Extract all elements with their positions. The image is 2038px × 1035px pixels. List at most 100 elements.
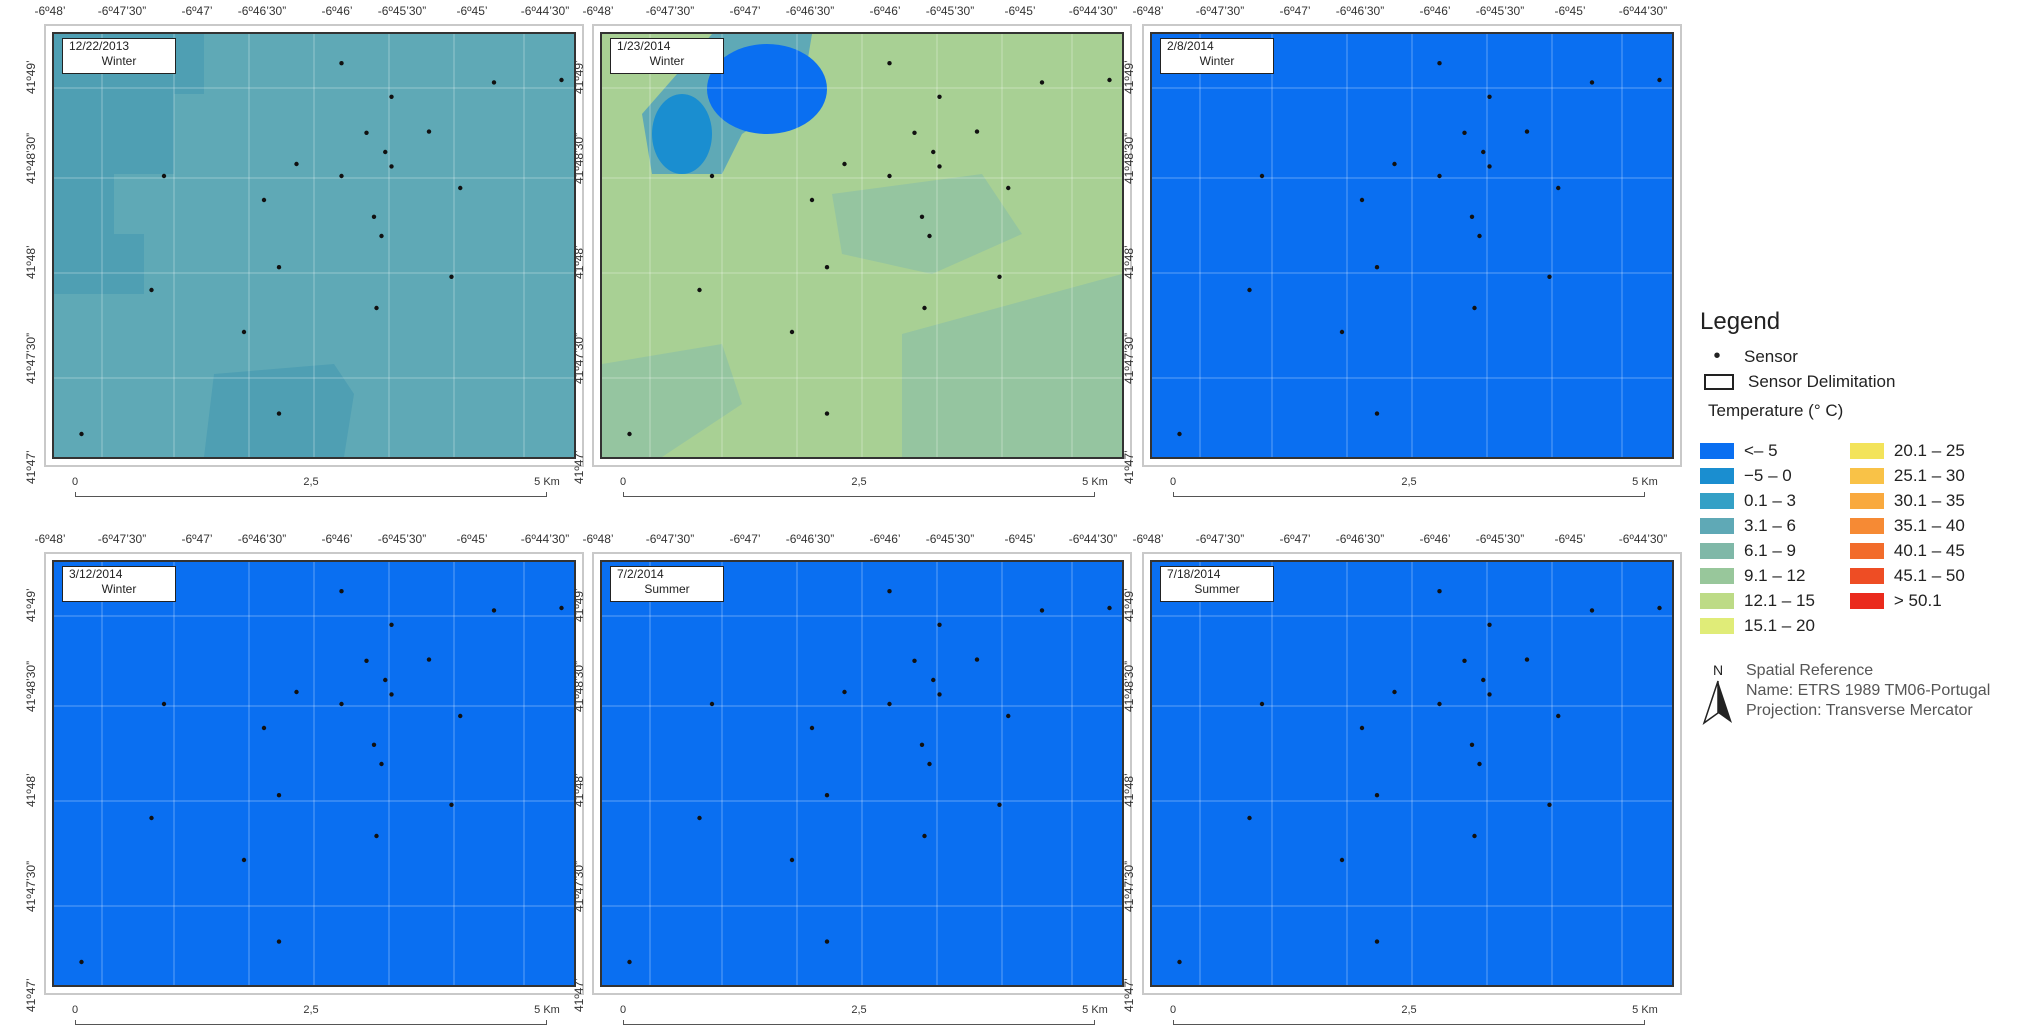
sensor-point [919,742,925,747]
temperature-map: 7/18/2014 Summer [1150,560,1674,987]
color-swatch [1849,542,1884,559]
longitude-tick-label: -6º46’30” [237,532,287,546]
sensor-point [161,173,167,179]
temperature-fill [602,562,1122,985]
sensor-point [79,431,84,437]
scale-label: 0 [1169,476,1177,488]
legend-class-row: 15.1 – 20 [1700,613,1815,638]
color-swatch [1700,617,1734,634]
longitude-axis: -6º48’ -6º47’30” -6º47’ -6º46’30” -6º46’ -6º4… [580,528,1135,552]
scale-bar: 0 2,5 5 Km [1169,470,1658,504]
sensor-point [937,692,942,697]
sensor-point [937,94,942,99]
scale-label: 5 Km [534,1004,560,1016]
legend: Legend • Sensor Sensor Delimitation Temp… [1700,308,2030,758]
longitude-tick-label: -6º45’30” [377,532,427,546]
scale-bar-line [1173,492,1645,497]
sensor-point [379,761,384,767]
sensor-point [1006,185,1011,191]
longitude-tick-label: -6º47’ [1279,532,1311,546]
sensor-point [458,185,463,191]
latitude-tick-label: 41º47’ [572,978,586,1012]
color-swatch [1700,567,1734,584]
legend-class-row: −5 – 0 [1700,463,1815,488]
longitude-tick-label: -6º48’ [34,4,66,18]
sensor-point [824,939,830,944]
legend-delimitation: Sensor Delimitation [1700,369,2030,394]
sensor-point [374,833,379,839]
legend-sensor: • Sensor [1700,344,2030,369]
sensor-point [1374,939,1380,944]
sensor-point [383,677,388,683]
latitude-tick-label: 41º47’30” [24,860,38,912]
color-swatch [1849,467,1884,484]
latitude-axis: 41º49’ 41º48’30” 41º48’ 41º47’30” 41º47’ [1122,24,1142,484]
longitude-tick-label: -6º48’ [582,532,614,546]
latitude-tick-label: 41º47’30” [1122,860,1136,912]
sensor-point [1469,742,1475,747]
latitude-tick-label: 41º48’ [572,773,586,807]
sensor-point [1547,802,1552,807]
longitude-tick-label: -6º45’ [1004,532,1036,546]
sensor-point [1359,725,1365,731]
longitude-tick-label: -6º45’ [456,4,488,18]
date-text: 1/23/2014 [617,39,671,53]
map-panel: -6º48’ -6º47’30” -6º47’ -6º46’30” -6º46’ -6º4… [572,0,1135,497]
scale-label: 2,5 [851,476,867,488]
scale-bar-line [1173,1020,1645,1025]
longitude-tick-label: -6º47’30” [1195,532,1245,546]
sensor-point [1481,149,1486,155]
sensor-point [294,161,299,167]
sensor-point [559,605,564,611]
sensor-point [1437,173,1442,179]
sensor-point [922,833,927,839]
sensor-point [426,657,432,662]
sensor-point [887,61,892,66]
map-panel: -6º48’ -6º47’30” -6º47’ -6º46’30” -6º46’ -6º4… [1122,528,1685,1025]
color-swatch [1849,567,1884,584]
latitude-tick-label: 41º48’ [1122,245,1136,279]
legend-class-row: 30.1 – 35 [1849,488,1965,513]
map-panel: -6º48’ -6º47’30” -6º47’ -6º46’30” -6º46’ -6º4… [572,528,1135,1025]
sensor-point [458,713,463,719]
latitude-tick-label: 41º47’ [24,978,38,1012]
temperature-fill [1152,562,1672,985]
cooler-region [902,274,1122,457]
longitude-tick-label: -6º46’30” [1335,532,1385,546]
latitude-tick-label: 41º47’30” [24,332,38,384]
sensor-point [1472,833,1477,839]
north-letter: N [1713,662,1723,678]
temperature-map: 3/12/2014 Winter [52,560,576,987]
scale-bar: 0 2,5 5 Km [72,998,560,1032]
longitude-tick-label: -6º48’ [582,4,614,18]
sensor-point [887,701,892,707]
sensor-dot-icon: • [1713,345,1721,367]
legend-class-row: 0.1 – 3 [1700,488,1815,513]
sensor-point [1177,959,1182,965]
longitude-tick-label: -6º48’ [1132,4,1164,18]
sensor-point [931,149,936,155]
latitude-tick-label: 41º49’ [1122,60,1136,94]
latitude-tick-label: 41º49’ [572,60,586,94]
latitude-tick-label: 41º49’ [24,60,38,94]
temperature-fill [1152,34,1672,457]
latitude-tick-label: 41º47’ [572,450,586,484]
sensor-point [997,802,1002,807]
scale-label: 0 [71,476,79,488]
date-label: 12/22/2013 Winter [62,38,176,74]
legend-class-label: 0.1 – 3 [1744,490,1796,510]
sensor-point [1247,815,1252,821]
latitude-axis: 41º49’ 41º48’30” 41º48’ 41º47’30” 41º47’ [24,24,44,484]
color-swatch [1700,492,1734,509]
longitude-tick-label: -6º45’30” [377,4,427,18]
date-text: 3/12/2014 [69,567,123,581]
scale-bar: 0 2,5 5 Km [71,470,560,504]
temperature-fill [54,562,574,985]
sensor-point [1107,605,1112,611]
sensor-point [294,689,299,695]
map-panel: -6º48’ -6º47’30” -6º47’ -6º46’30” -6º46’ -6º4… [1122,0,1685,497]
sensor-point [1259,173,1265,179]
longitude-tick-label: -6º47’30” [645,4,695,18]
legend-class-label: 30.1 – 35 [1893,490,1965,510]
longitude-tick-label: -6º47’ [729,532,761,546]
